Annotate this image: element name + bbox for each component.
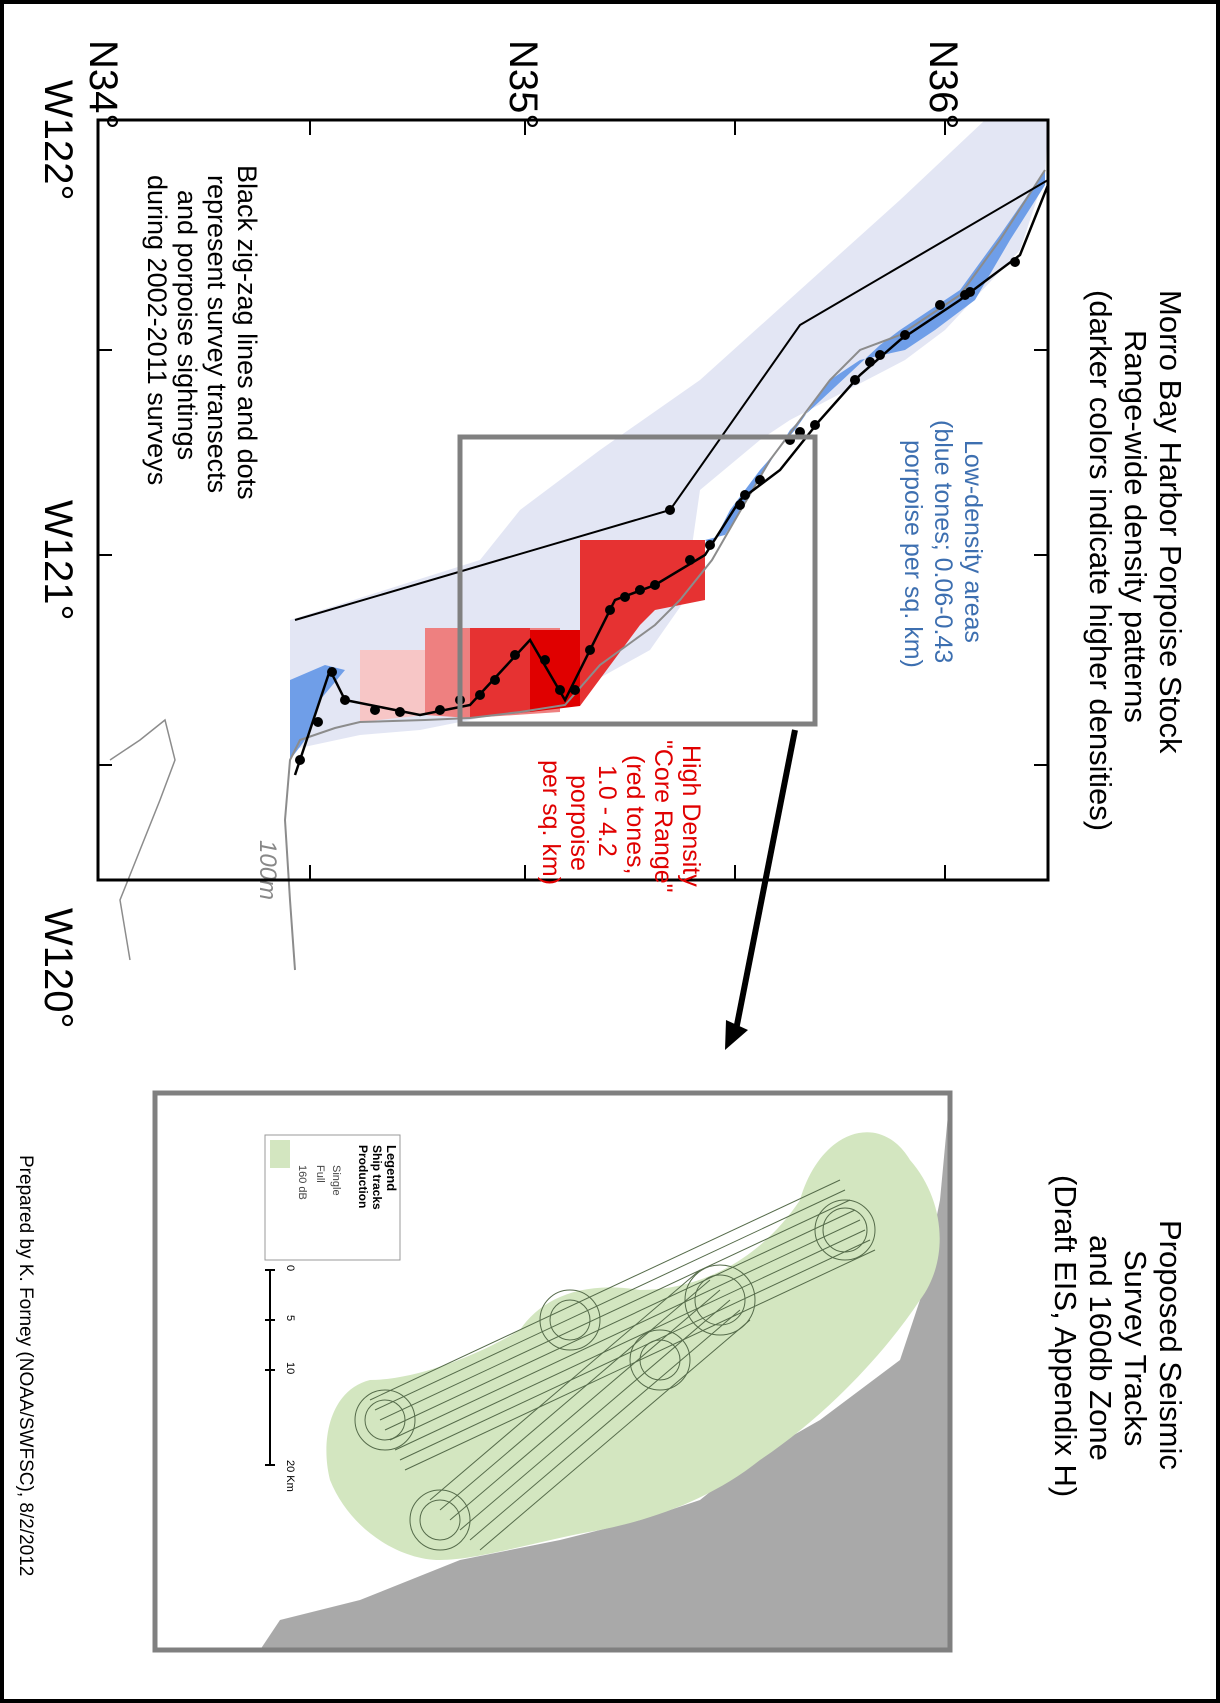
- legend-title: Legend: [384, 1145, 399, 1191]
- map-frame: [96, 118, 1050, 882]
- inset-title-line4: (Draft EIS, Appendix H): [1048, 1175, 1083, 1497]
- low-density-note-line1: Low-density areas: [959, 440, 987, 643]
- lon-label-120: W120°: [36, 908, 80, 1029]
- map-title-line3: (darker colors indicate higher densities…: [1083, 290, 1118, 831]
- transects-note-line2: represent survey transects: [202, 175, 232, 493]
- depth-label: 100m: [254, 840, 281, 900]
- core-range-light: [360, 650, 425, 722]
- high-density-note: High Density "Core Range" (red tones, 1.…: [537, 740, 705, 893]
- inset-arrow-head: [725, 1020, 748, 1050]
- legend-item-full: Full: [314, 1165, 326, 1183]
- transects-note-line1: Black zig-zag lines and dots: [232, 165, 262, 500]
- transects-note-line4: during 2002-2011 surveys: [142, 175, 172, 485]
- inset-highlight-box: [457, 434, 818, 727]
- legend-item-ship-tracks: Ship tracks: [370, 1145, 384, 1210]
- porpoise-sightings: [295, 257, 1020, 765]
- lat-label-36: N36°: [921, 40, 965, 129]
- lon-label-121: W121°: [36, 500, 80, 621]
- lat-label-35: N35°: [501, 40, 545, 129]
- low-density-note: Low-density areas (blue tones; 0.06-0.43…: [899, 420, 987, 668]
- inset-legend: Legend Ship tracks Production Single Ful…: [264, 1134, 401, 1261]
- low-density-south: [290, 665, 345, 760]
- seismic-inset: Legend Ship tracks Production Single Ful…: [152, 1090, 953, 1653]
- scale-label-20: 20 Km: [284, 1460, 296, 1492]
- map-title-line1: Morro Bay Harbor Porpoise Stock: [1153, 290, 1188, 754]
- high-density-note-line2: "Core Range": [649, 740, 677, 893]
- inset-land: [260, 1093, 950, 1650]
- lat-label-34: N34°: [81, 40, 125, 129]
- inset-arrow: [732, 729, 798, 1036]
- map-title-line2: Range-wide density patterns: [1118, 330, 1153, 723]
- high-density-note-line5: porpoise: [565, 775, 593, 871]
- scale-label-5: 5: [284, 1315, 296, 1321]
- high-density-note-line1: High Density: [677, 745, 705, 887]
- high-density-note-line6: per sq. km): [537, 760, 565, 885]
- credit-line: Prepared by K. Forney (NOAA/SWFSC), 8/2/…: [15, 1155, 36, 1576]
- high-density-note-line3: (red tones,: [621, 755, 649, 875]
- inset-frame: [152, 1090, 953, 1653]
- inset-title-line2: Survey Tracks: [1118, 1250, 1153, 1446]
- inset-scale-bar: 0 5 10 20 Km: [265, 1265, 296, 1492]
- coastline: [283, 169, 1046, 971]
- lon-label-122: W122°: [36, 80, 80, 201]
- density-map: 100m: [36, 40, 1188, 1050]
- transects-note-line3: and porpoise sightings: [172, 190, 202, 460]
- survey-transect-offshore: [294, 179, 1049, 621]
- survey-transect-coastal: [293, 184, 1050, 776]
- legend-item-160db: 160 dB: [296, 1165, 308, 1200]
- scale-label-0: 0: [284, 1265, 296, 1271]
- legend-item-single: Single: [330, 1165, 342, 1196]
- scale-label-10: 10: [284, 1362, 296, 1374]
- map-title: Morro Bay Harbor Porpoise Stock Range-wi…: [1083, 290, 1188, 831]
- low-density-note-line2: (blue tones; 0.06-0.43: [929, 420, 957, 663]
- low-density-note-line3: porpoise per sq. km): [899, 440, 927, 668]
- coast-inland-detail: [109, 718, 176, 961]
- high-density-note-line4: 1.0 - 4.2: [593, 765, 621, 857]
- legend-swatch-160db: [270, 1140, 290, 1168]
- core-range-upper: [580, 540, 705, 706]
- inset-title: Proposed Seismic Survey Tracks and 160db…: [1048, 1175, 1188, 1497]
- transects-note: Black zig-zag lines and dots represent s…: [142, 165, 262, 500]
- core-range-peak: [530, 630, 580, 712]
- ship-tracks: [354, 1179, 876, 1551]
- inset-title-line1: Proposed Seismic: [1153, 1220, 1188, 1470]
- inset-title-line3: and 160db Zone: [1083, 1235, 1118, 1461]
- legend-item-production: Production: [356, 1145, 370, 1208]
- map-ticks: [97, 119, 1048, 881]
